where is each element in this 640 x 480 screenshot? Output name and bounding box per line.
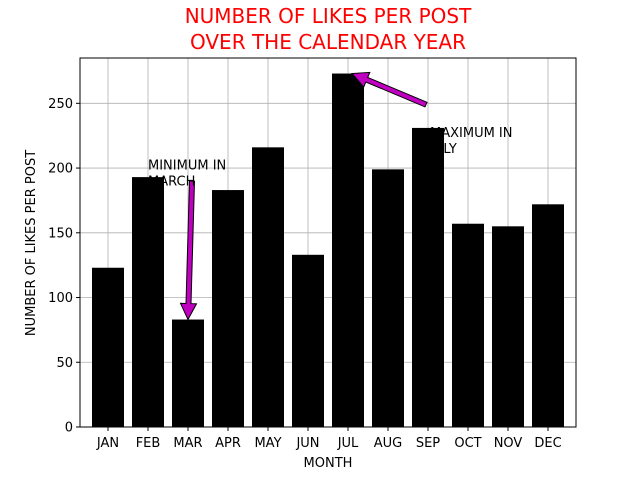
bar-jun bbox=[292, 255, 324, 427]
bar-oct bbox=[452, 224, 484, 427]
annotation-text-line: MARCH bbox=[148, 174, 195, 189]
x-axis-label: MONTH bbox=[304, 456, 353, 471]
y-tick-label: 50 bbox=[56, 356, 73, 371]
bar-nov bbox=[492, 226, 524, 427]
y-tick-label: 150 bbox=[48, 226, 73, 241]
bar-mar bbox=[172, 320, 204, 427]
x-tick-label: FEB bbox=[136, 436, 161, 451]
x-tick-label: APR bbox=[215, 436, 241, 451]
bar-sep bbox=[412, 128, 444, 427]
annotation-text-line: MAXIMUM IN bbox=[430, 126, 513, 141]
bar-jan bbox=[92, 268, 124, 427]
y-axis-label: NUMBER OF LIKES PER POST bbox=[24, 150, 39, 336]
x-tick-label: NOV bbox=[494, 436, 523, 451]
annotation-text-line: MINIMUM IN bbox=[148, 158, 226, 173]
chart-title-line-2: OVER THE CALENDAR YEAR bbox=[190, 30, 466, 54]
chart-title-line-1: NUMBER OF LIKES PER POST bbox=[185, 4, 472, 28]
bar-apr bbox=[212, 190, 244, 427]
x-tick-label: SEP bbox=[416, 436, 440, 451]
x-tick-label: DEC bbox=[534, 436, 561, 451]
y-tick-label: 250 bbox=[48, 97, 73, 112]
bar-dec bbox=[532, 204, 564, 427]
arrow-icon bbox=[181, 181, 197, 320]
x-tick-label: JAN bbox=[96, 436, 119, 451]
chart-title: NUMBER OF LIKES PER POST OVER THE CALEND… bbox=[185, 4, 472, 54]
x-tick-label: JUN bbox=[295, 436, 319, 451]
x-tick-label: MAR bbox=[173, 436, 202, 451]
bar-aug bbox=[372, 169, 404, 427]
x-tick-label: AUG bbox=[374, 436, 402, 451]
bar-feb bbox=[132, 177, 164, 427]
annotation-text-line: JULY bbox=[429, 142, 457, 157]
x-tick-label: MAY bbox=[254, 436, 281, 451]
x-tick-label: JUL bbox=[337, 436, 359, 451]
y-tick-label: 200 bbox=[48, 162, 73, 177]
bar-may bbox=[252, 147, 284, 427]
x-tick-label: OCT bbox=[454, 436, 481, 451]
bar-jul bbox=[332, 74, 364, 427]
y-tick-label: 0 bbox=[65, 421, 73, 436]
y-tick-label: 100 bbox=[48, 291, 73, 306]
